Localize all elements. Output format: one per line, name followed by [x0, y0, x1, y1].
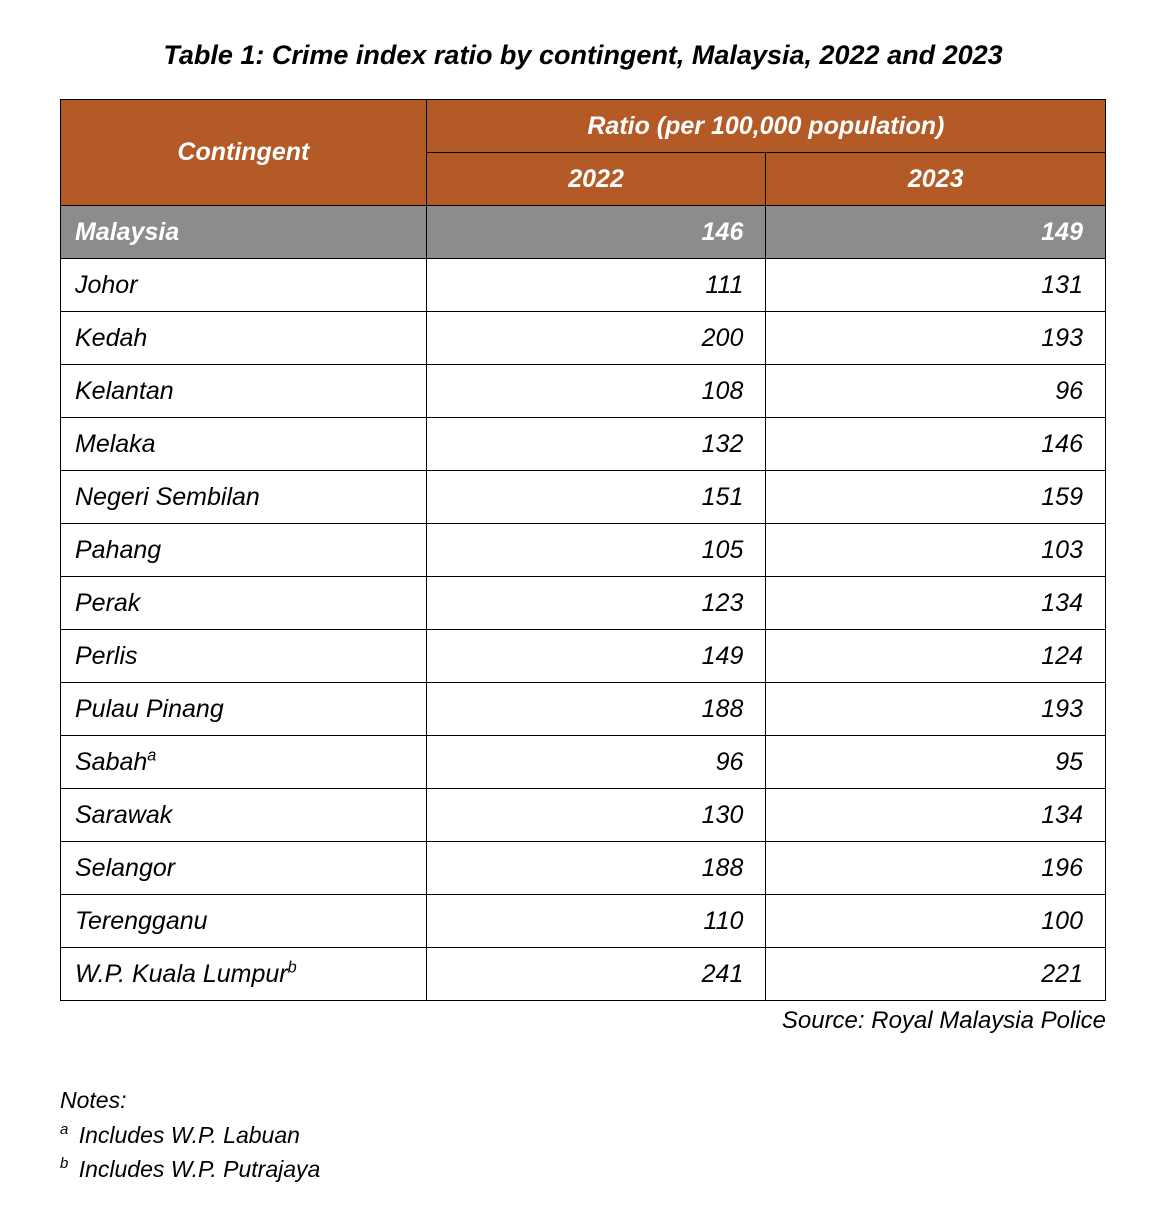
table-row: W.P. Kuala Lumpurb241221: [61, 948, 1106, 1001]
table-row: Kedah200193: [61, 312, 1106, 365]
value-2022: 110: [426, 895, 766, 948]
value-2022: 151: [426, 471, 766, 524]
crime-index-table: Contingent Ratio (per 100,000 population…: [60, 99, 1106, 1001]
value-2023: 96: [766, 365, 1106, 418]
source-line: Source: Royal Malaysia Police: [60, 1007, 1106, 1035]
contingent-name: Selangor: [61, 842, 427, 895]
table-row: Pulau Pinang188193: [61, 683, 1106, 736]
table-row: Melaka132146: [61, 418, 1106, 471]
header-year-2022: 2022: [426, 153, 766, 206]
note-line: a Includes W.P. Labuan: [60, 1118, 1106, 1153]
value-2022: 105: [426, 524, 766, 577]
table-row: Selangor188196: [61, 842, 1106, 895]
notes-block: Notes: a Includes W.P. Labuanb Includes …: [60, 1083, 1106, 1187]
value-2022: 108: [426, 365, 766, 418]
contingent-name: W.P. Kuala Lumpurb: [61, 948, 427, 1001]
table-row: Kelantan10896: [61, 365, 1106, 418]
contingent-name: Melaka: [61, 418, 427, 471]
header-ratio: Ratio (per 100,000 population): [426, 100, 1105, 153]
contingent-name: Sabaha: [61, 736, 427, 789]
table-row: Pahang105103: [61, 524, 1106, 577]
contingent-name: Terengganu: [61, 895, 427, 948]
table-row: Negeri Sembilan151159: [61, 471, 1106, 524]
value-2022: 96: [426, 736, 766, 789]
value-2023: 100: [766, 895, 1106, 948]
table-row: Johor111131: [61, 259, 1106, 312]
table-row: Perak123134: [61, 577, 1106, 630]
value-2023: 134: [766, 789, 1106, 842]
table-row: Perlis149124: [61, 630, 1106, 683]
value-2023: 131: [766, 259, 1106, 312]
value-2023: 149: [766, 206, 1106, 259]
contingent-name: Perak: [61, 577, 427, 630]
value-2023: 193: [766, 683, 1106, 736]
value-2022: 146: [426, 206, 766, 259]
note-text: Includes W.P. Labuan: [72, 1122, 300, 1148]
value-2022: 123: [426, 577, 766, 630]
note-text: Includes W.P. Putrajaya: [72, 1156, 320, 1182]
value-2022: 188: [426, 683, 766, 736]
value-2022: 111: [426, 259, 766, 312]
value-2022: 200: [426, 312, 766, 365]
note-line: b Includes W.P. Putrajaya: [60, 1152, 1106, 1187]
footnote-marker: b: [288, 958, 297, 976]
contingent-name: Johor: [61, 259, 427, 312]
footnote-marker: a: [147, 746, 156, 764]
value-2022: 132: [426, 418, 766, 471]
header-contingent: Contingent: [61, 100, 427, 206]
value-2023: 124: [766, 630, 1106, 683]
footnote-marker: b: [60, 1155, 68, 1172]
value-2023: 221: [766, 948, 1106, 1001]
value-2023: 196: [766, 842, 1106, 895]
contingent-name: Kelantan: [61, 365, 427, 418]
table-row: Terengganu110100: [61, 895, 1106, 948]
value-2023: 159: [766, 471, 1106, 524]
contingent-name: Perlis: [61, 630, 427, 683]
totals-row: Malaysia146149: [61, 206, 1106, 259]
table-title: Table 1: Crime index ratio by contingent…: [60, 40, 1106, 71]
value-2023: 134: [766, 577, 1106, 630]
value-2022: 149: [426, 630, 766, 683]
contingent-name: Pahang: [61, 524, 427, 577]
value-2022: 188: [426, 842, 766, 895]
value-2023: 193: [766, 312, 1106, 365]
value-2022: 130: [426, 789, 766, 842]
value-2023: 146: [766, 418, 1106, 471]
value-2022: 241: [426, 948, 766, 1001]
table-row: Sarawak130134: [61, 789, 1106, 842]
value-2023: 103: [766, 524, 1106, 577]
contingent-name: Sarawak: [61, 789, 427, 842]
footnote-marker: a: [60, 1121, 68, 1138]
contingent-name: Negeri Sembilan: [61, 471, 427, 524]
contingent-name: Pulau Pinang: [61, 683, 427, 736]
header-year-2023: 2023: [766, 153, 1106, 206]
table-row: Sabaha9695: [61, 736, 1106, 789]
contingent-name: Malaysia: [61, 206, 427, 259]
value-2023: 95: [766, 736, 1106, 789]
notes-heading: Notes:: [60, 1083, 1106, 1118]
contingent-name: Kedah: [61, 312, 427, 365]
